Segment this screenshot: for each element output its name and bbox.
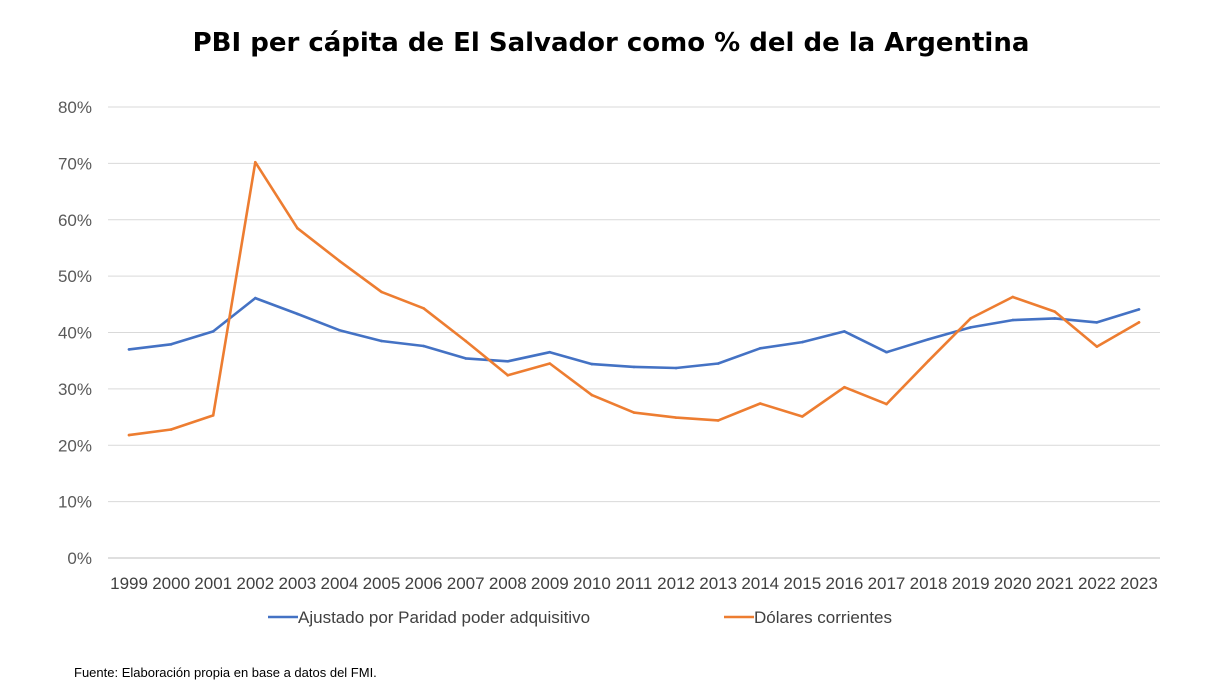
gridlines xyxy=(108,106,1160,559)
data-point-series-1 xyxy=(1137,308,1141,311)
data-point-series-2 xyxy=(590,393,594,397)
data-point-series-1 xyxy=(338,328,341,332)
data-point-series-1 xyxy=(758,346,762,350)
data-point-series-2 xyxy=(758,402,762,405)
y-tick-label: 50% xyxy=(58,267,92,286)
data-point-series-2 xyxy=(338,259,341,263)
data-point-series-2 xyxy=(632,411,636,414)
x-tick-label: 2004 xyxy=(321,574,359,593)
data-point-series-2 xyxy=(1053,310,1057,313)
data-point-series-2 xyxy=(1011,295,1015,299)
data-point-series-2 xyxy=(674,416,678,419)
x-tick-label: 2003 xyxy=(278,574,316,593)
x-tick-label: 2008 xyxy=(489,574,527,593)
data-point-series-1 xyxy=(969,326,972,329)
x-tick-label: 2001 xyxy=(194,574,232,593)
x-tick-label: 2005 xyxy=(363,574,401,593)
x-tick-label: 2023 xyxy=(1120,574,1158,593)
legend: Ajustado por Paridad poder adquisitivo Dó… xyxy=(268,608,892,627)
data-point-series-1 xyxy=(927,337,930,341)
data-point-series-1 xyxy=(590,362,594,366)
data-point-series-2 xyxy=(843,385,846,389)
data-point-series-1 xyxy=(1011,318,1015,322)
data-point-series-2 xyxy=(253,160,257,164)
y-tick-label: 40% xyxy=(58,324,92,343)
x-tick-label: 2007 xyxy=(447,574,485,593)
data-point-series-1 xyxy=(127,348,131,351)
x-tick-label: 2014 xyxy=(741,574,779,593)
series-lines xyxy=(127,160,1141,437)
x-tick-label: 2006 xyxy=(405,574,443,593)
x-tick-label: 2012 xyxy=(657,574,695,593)
data-point-series-2 xyxy=(211,414,215,417)
chart-title: PBI per cápita de El Salvador como % del… xyxy=(192,28,1030,58)
data-point-series-1 xyxy=(548,350,552,354)
series-line-2 xyxy=(127,160,1141,437)
data-point-series-2 xyxy=(969,317,972,320)
source-note: Fuente: Elaboración propia en base a dat… xyxy=(74,665,377,680)
x-tick-label: 2016 xyxy=(825,574,863,593)
data-point-series-2 xyxy=(506,374,510,377)
legend-label-1: Ajustado por Paridad poder adquisitivo xyxy=(298,608,590,627)
y-tick-label: 0% xyxy=(67,549,92,568)
data-point-series-1 xyxy=(843,330,846,333)
data-point-series-2 xyxy=(380,290,383,294)
y-tick-label: 80% xyxy=(58,98,92,117)
data-point-series-2 xyxy=(127,433,131,437)
x-tick-label: 2009 xyxy=(531,574,569,593)
x-tick-label: 2019 xyxy=(952,574,990,593)
data-point-series-1 xyxy=(1053,317,1057,320)
y-tick-label: 30% xyxy=(58,380,92,399)
x-tick-label: 2020 xyxy=(994,574,1032,593)
data-point-series-2 xyxy=(801,415,804,418)
data-point-series-1 xyxy=(1095,321,1099,324)
x-tick-label: 2022 xyxy=(1078,574,1116,593)
data-point-series-1 xyxy=(674,366,678,370)
data-point-series-2 xyxy=(296,226,299,230)
x-tick-label: 2021 xyxy=(1036,574,1074,593)
data-point-series-2 xyxy=(1095,345,1099,348)
y-axis-ticks: 0% 10% 20% 30% 40% 50% 60% 70% 80% xyxy=(58,98,92,568)
data-point-series-1 xyxy=(801,340,804,344)
x-tick-label: 2013 xyxy=(699,574,737,593)
data-point-series-1 xyxy=(506,359,510,363)
data-point-series-2 xyxy=(464,339,467,343)
data-point-series-1 xyxy=(296,312,299,316)
x-tick-label: 2011 xyxy=(616,574,653,593)
data-point-series-1 xyxy=(253,296,257,300)
x-tick-label: 1999 xyxy=(110,574,148,593)
data-point-series-1 xyxy=(885,350,888,354)
data-point-series-2 xyxy=(169,428,173,431)
data-point-series-2 xyxy=(422,306,425,310)
y-tick-label: 60% xyxy=(58,211,92,230)
data-point-series-1 xyxy=(464,357,467,360)
x-tick-label: 2002 xyxy=(236,574,274,593)
x-tick-label: 2017 xyxy=(868,574,906,593)
data-point-series-2 xyxy=(548,362,552,365)
data-point-series-1 xyxy=(716,362,720,365)
x-tick-label: 2000 xyxy=(152,574,190,593)
data-point-series-1 xyxy=(169,343,173,346)
y-tick-label: 20% xyxy=(58,436,92,455)
x-tick-label: 2015 xyxy=(783,574,821,593)
x-axis-ticks: 1999 2000 2001 2002 2003 2004 2005 2006 2007 2008… xyxy=(110,574,1158,593)
data-point-series-1 xyxy=(422,344,425,348)
data-point-series-2 xyxy=(927,359,930,362)
y-tick-label: 10% xyxy=(58,493,92,512)
legend-label-2: Dólares corrientes xyxy=(754,608,892,627)
data-point-series-2 xyxy=(885,402,888,406)
data-point-series-1 xyxy=(380,339,383,343)
data-point-series-1 xyxy=(211,330,215,333)
data-point-series-2 xyxy=(716,419,720,422)
data-point-series-1 xyxy=(632,365,636,369)
x-tick-label: 2010 xyxy=(573,574,611,593)
x-tick-label: 2018 xyxy=(910,574,948,593)
data-point-series-2 xyxy=(1137,321,1141,324)
y-tick-label: 70% xyxy=(58,154,92,173)
